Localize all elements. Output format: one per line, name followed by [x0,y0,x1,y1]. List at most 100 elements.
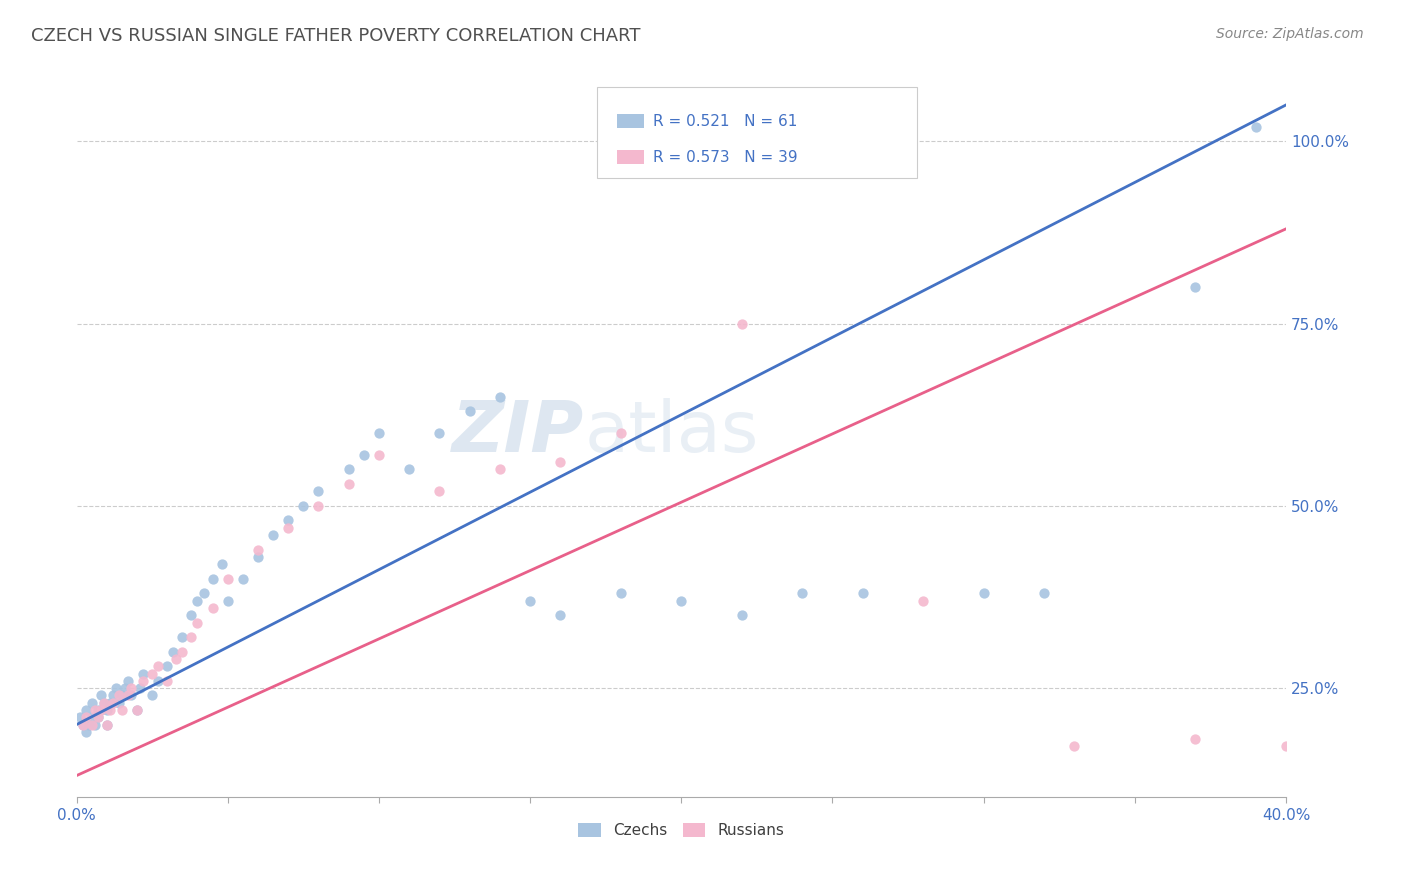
Point [108,696,131,710]
Point [201,601,224,615]
Point [180,608,202,623]
Point [87,710,110,724]
Point [277,521,299,535]
Point [550,608,572,623]
Point [87,703,110,717]
Point [117,689,139,703]
Point [87,710,110,724]
Point [125,703,148,717]
Point [80,710,103,724]
Point [217,593,239,607]
Point [104,681,127,695]
Point [367,448,389,462]
Point [1033,586,1056,600]
Point [69,710,91,724]
Point [519,593,541,607]
Point [429,425,451,440]
Point [98,696,121,710]
Point [75,710,97,724]
Point [292,499,315,513]
Point [550,455,572,469]
Point [731,608,754,623]
Point [83,703,105,717]
Point [75,724,97,739]
FancyBboxPatch shape [617,150,644,164]
Point [148,659,170,673]
Point [193,586,215,600]
Point [96,717,118,731]
Point [172,630,194,644]
Point [232,572,254,586]
Point [125,703,148,717]
Point [141,689,163,703]
FancyBboxPatch shape [617,114,644,128]
Point [246,549,269,564]
Point [129,681,152,695]
Point [201,572,224,586]
Point [671,593,693,607]
Point [1275,739,1298,754]
Point [211,557,233,571]
Point [912,593,935,607]
Point [180,630,202,644]
Point [80,717,103,731]
Point [353,448,375,462]
Point [101,689,124,703]
Point [108,689,131,703]
Point [1063,739,1085,754]
Point [90,703,112,717]
Point [217,572,239,586]
Point [96,717,118,731]
Point [1244,120,1267,134]
Point [132,666,155,681]
Point [489,390,512,404]
Point [398,462,420,476]
Point [367,425,389,440]
Point [337,462,360,476]
Point [973,586,995,600]
Point [101,696,124,710]
Point [77,717,100,731]
Point [111,689,134,703]
Point [172,645,194,659]
Point [610,586,633,600]
Point [93,696,115,710]
Point [186,593,208,607]
Text: R = 0.573   N = 39: R = 0.573 N = 39 [654,150,799,164]
Point [792,586,814,600]
Point [148,673,170,688]
Point [1184,732,1206,747]
Point [337,477,360,491]
FancyBboxPatch shape [596,87,917,178]
Point [90,689,112,703]
Text: ZIP: ZIP [453,399,585,467]
Point [458,404,481,418]
Text: CZECH VS RUSSIAN SINGLE FATHER POVERTY CORRELATION CHART: CZECH VS RUSSIAN SINGLE FATHER POVERTY C… [31,27,640,45]
Point [277,513,299,527]
Point [246,542,269,557]
Legend: Czechs, Russians: Czechs, Russians [572,817,790,845]
Point [731,317,754,331]
Point [72,717,94,731]
Text: Source: ZipAtlas.com: Source: ZipAtlas.com [1216,27,1364,41]
Point [75,703,97,717]
Point [83,717,105,731]
Point [186,615,208,630]
Point [489,462,512,476]
Point [262,528,284,542]
Point [307,499,329,513]
Point [117,673,139,688]
Point [98,703,121,717]
Point [156,673,179,688]
Point [141,666,163,681]
Point [162,645,184,659]
Point [132,673,155,688]
Text: atlas: atlas [585,399,759,467]
Point [165,652,187,666]
Point [111,703,134,717]
Point [72,717,94,731]
Point [80,696,103,710]
Point [610,425,633,440]
Point [120,689,142,703]
Point [96,703,118,717]
